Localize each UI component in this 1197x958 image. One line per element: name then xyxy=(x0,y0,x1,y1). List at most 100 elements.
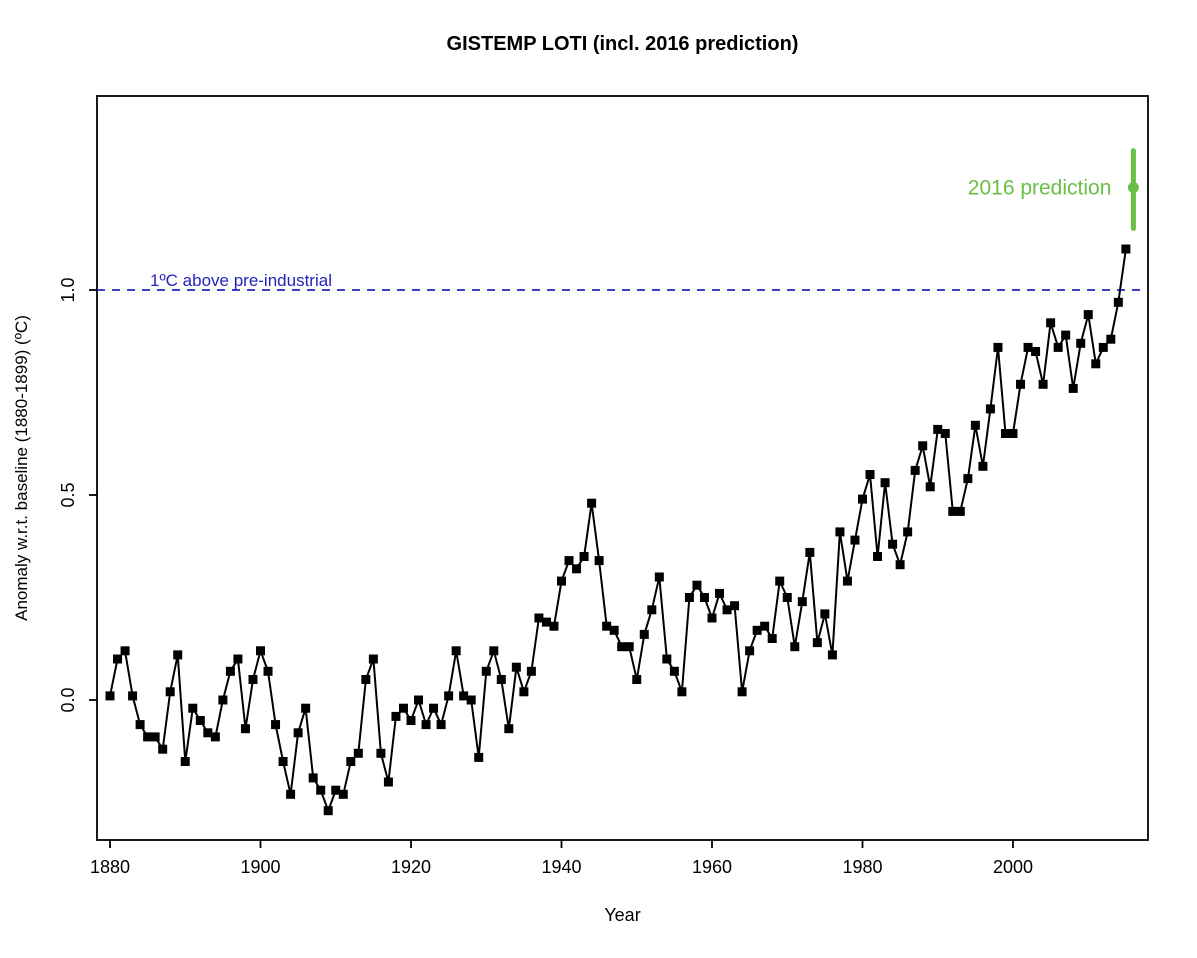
data-point-marker xyxy=(248,675,258,684)
data-point-marker xyxy=(572,564,582,574)
data-point-marker xyxy=(797,597,807,607)
data-point-marker xyxy=(940,429,950,438)
data-point-marker xyxy=(594,556,604,566)
x-tick-label: 1940 xyxy=(541,857,581,877)
data-point-marker xyxy=(948,506,958,516)
data-point-marker xyxy=(609,625,619,635)
data-point-marker xyxy=(903,527,913,537)
data-point-marker xyxy=(654,572,664,582)
temperature-series xyxy=(105,244,1131,816)
data-point-marker xyxy=(579,552,589,561)
prediction-point xyxy=(1127,182,1139,193)
data-point-marker xyxy=(459,691,469,701)
series-line xyxy=(109,248,1127,814)
x-tick-label: 2000 xyxy=(993,857,1033,877)
data-point-marker xyxy=(775,576,785,586)
data-point-marker xyxy=(203,728,213,738)
data-point-marker xyxy=(1061,330,1071,340)
data-point-marker xyxy=(767,634,777,643)
data-point-marker xyxy=(353,748,363,758)
data-point-marker xyxy=(143,732,153,742)
data-point-marker xyxy=(925,482,935,492)
prediction-errorbar: 2016 prediction xyxy=(968,148,1139,231)
data-point-marker xyxy=(699,593,709,602)
y-axis: 0.0 0.5 1.0 xyxy=(58,277,97,713)
data-point-marker xyxy=(669,666,679,676)
data-point-marker xyxy=(173,650,183,660)
data-point-marker xyxy=(180,757,190,766)
data-point-marker xyxy=(504,724,514,734)
data-point-marker xyxy=(414,695,424,705)
prediction-label: 2016 prediction xyxy=(968,177,1112,200)
data-point-marker xyxy=(873,552,883,561)
data-point-marker xyxy=(1016,379,1026,389)
data-point-marker xyxy=(858,494,867,504)
data-point-marker xyxy=(1053,342,1063,352)
data-point-marker xyxy=(331,785,341,795)
data-point-marker xyxy=(398,703,408,713)
data-point-marker xyxy=(256,646,265,656)
data-point-marker xyxy=(1113,297,1123,307)
data-point-marker xyxy=(812,638,822,648)
data-point-marker xyxy=(557,576,566,586)
x-tick-label: 1920 xyxy=(391,857,431,877)
data-point-marker xyxy=(970,420,980,430)
data-point-marker xyxy=(150,732,160,742)
data-point-marker xyxy=(835,527,845,537)
x-tick-label: 1900 xyxy=(240,857,280,877)
data-point-marker xyxy=(278,757,288,766)
data-point-marker xyxy=(1068,383,1078,393)
data-point-marker xyxy=(481,666,491,676)
y-tick-label: 0.0 xyxy=(58,687,78,712)
data-point-marker xyxy=(602,621,612,631)
data-point-marker xyxy=(113,654,123,664)
data-point-marker xyxy=(790,642,800,652)
data-point-marker xyxy=(564,556,574,566)
data-point-marker xyxy=(587,498,597,508)
data-point-marker xyxy=(888,539,898,549)
data-point-marker xyxy=(135,720,145,730)
data-point-marker xyxy=(429,703,439,713)
data-point-marker xyxy=(526,666,536,676)
data-point-marker xyxy=(1000,429,1010,438)
data-point-marker xyxy=(338,789,348,799)
data-point-marker xyxy=(301,703,311,713)
data-point-marker xyxy=(1083,310,1093,320)
data-point-marker xyxy=(963,474,973,484)
data-point-marker xyxy=(474,752,484,762)
data-point-marker xyxy=(444,691,454,701)
data-point-marker xyxy=(549,621,559,631)
data-point-marker xyxy=(210,732,220,742)
data-point-marker xyxy=(933,424,943,434)
data-point-marker xyxy=(827,650,837,660)
data-point-marker xyxy=(534,613,544,623)
data-point-marker xyxy=(993,342,1003,352)
data-point-marker xyxy=(1091,359,1101,369)
data-point-marker xyxy=(105,691,115,701)
data-point-marker xyxy=(240,724,250,734)
data-point-marker xyxy=(722,605,732,615)
x-axis: 1880 1900 1920 1940 1960 1980 2000 xyxy=(90,840,1033,877)
data-point-marker xyxy=(805,547,815,557)
data-point-marker xyxy=(165,687,175,697)
data-point-marker xyxy=(1008,429,1018,438)
chart-title: GISTEMP LOTI (incl. 2016 prediction) xyxy=(446,33,799,55)
data-point-marker xyxy=(865,470,875,479)
data-point-marker xyxy=(677,687,687,697)
data-point-marker xyxy=(496,675,506,684)
data-point-marker xyxy=(955,506,965,516)
data-point-marker xyxy=(391,711,401,721)
data-point-marker xyxy=(850,535,860,545)
data-point-marker xyxy=(489,646,499,656)
data-point-marker xyxy=(376,748,386,758)
data-point-marker xyxy=(692,580,702,590)
data-point-marker xyxy=(647,605,657,615)
data-point-marker xyxy=(707,613,717,623)
data-point-marker xyxy=(1038,379,1048,389)
data-point-marker xyxy=(195,716,205,725)
data-point-marker xyxy=(639,629,649,639)
data-point-marker xyxy=(368,654,378,664)
data-point-marker xyxy=(128,691,138,701)
